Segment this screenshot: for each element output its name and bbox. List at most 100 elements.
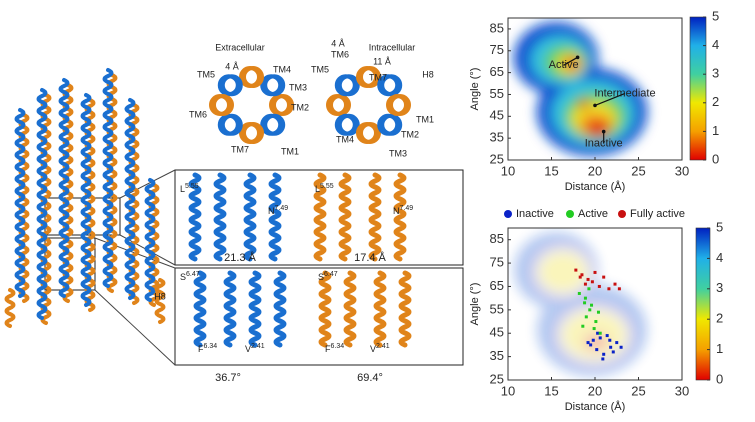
residue-name: V — [245, 344, 251, 354]
residue-label: V2.41 — [245, 343, 265, 355]
x-tick-label: 20 — [588, 383, 602, 398]
point — [574, 268, 578, 272]
helix-end — [326, 94, 348, 116]
residue-label: L5.55 — [315, 183, 334, 195]
helix-end — [212, 94, 234, 116]
point — [593, 270, 597, 274]
label: 21.3 Å — [224, 251, 256, 264]
x-tick-label: 15 — [544, 163, 558, 178]
residue-number: 6.47 — [324, 271, 338, 278]
annotation-arrow — [563, 56, 578, 66]
residue-label: F6.34 — [198, 343, 217, 355]
point — [591, 338, 595, 342]
label: TM2 — [291, 102, 309, 112]
y-tick-label: 65 — [490, 278, 504, 293]
colorbar-tick-label: 2 — [712, 94, 719, 109]
x-tick-label: 25 — [631, 163, 645, 178]
colorbar-tick-label: 0 — [712, 151, 719, 166]
residue-label: S6.47 — [318, 271, 338, 283]
y-tick-label: 85 — [490, 20, 504, 35]
label: TM6 — [189, 109, 207, 119]
helix — [154, 278, 166, 324]
y-tick-label: 35 — [490, 348, 504, 363]
helix — [58, 78, 70, 298]
helix-end — [334, 74, 357, 97]
helix-end — [242, 66, 264, 88]
point — [596, 310, 600, 314]
residue-name: L — [180, 184, 185, 194]
x-tick-label: 15 — [544, 383, 558, 398]
annotation-point — [575, 55, 580, 60]
colorbar-tick-label: 4 — [716, 250, 723, 265]
helix-end — [377, 74, 400, 97]
annotation-point — [601, 129, 606, 134]
point — [598, 331, 602, 335]
point — [596, 331, 600, 335]
y-tick-label: 45 — [490, 108, 504, 123]
helix-end — [242, 122, 264, 144]
point — [586, 277, 590, 281]
legend-marker — [504, 210, 512, 218]
point — [601, 357, 605, 361]
annotation-point — [593, 103, 597, 108]
residue-label: V2.41 — [370, 343, 390, 355]
annotation: Intermediate — [594, 87, 655, 99]
colorbar — [695, 227, 711, 381]
helix-end — [263, 113, 286, 136]
colorbar-tick-label: 3 — [716, 280, 723, 295]
helix — [188, 172, 202, 262]
x-tick-label: 10 — [501, 163, 515, 178]
label: H8 — [154, 291, 166, 301]
point — [583, 296, 587, 300]
residue-name: N — [393, 206, 400, 216]
label: TM7 — [231, 144, 249, 154]
helix — [373, 270, 387, 348]
colorbar-tick-label: 4 — [712, 37, 719, 52]
point — [619, 345, 623, 349]
helix — [313, 172, 327, 262]
colorbar-tick-label: 5 — [712, 8, 719, 23]
legend-label: Active — [578, 208, 608, 220]
label: 36.7° — [215, 372, 241, 384]
point — [589, 343, 593, 347]
point — [595, 348, 599, 352]
point — [592, 327, 596, 331]
colorbar-tick-label: 3 — [712, 66, 719, 81]
label: Intracellular — [369, 42, 416, 52]
point — [581, 324, 585, 328]
helix — [223, 270, 237, 348]
point — [587, 287, 591, 291]
y-tick-label: 85 — [490, 231, 504, 246]
point — [597, 284, 601, 288]
colorbar — [689, 16, 707, 161]
label: TM6 — [331, 49, 349, 59]
energy-landscape-faint — [514, 232, 647, 376]
helix — [124, 98, 136, 300]
y-axis-label: Angle (°) — [469, 68, 481, 111]
residue-name: N — [268, 206, 275, 216]
helix — [14, 108, 26, 298]
label: TM7 — [369, 72, 387, 82]
label: 4 Å — [225, 61, 239, 71]
x-tick-label: 20 — [588, 163, 602, 178]
colorbar-tick-label: 0 — [716, 371, 723, 386]
point — [611, 350, 615, 354]
legend-marker — [618, 210, 626, 218]
point — [608, 338, 612, 342]
x-tick-label: 10 — [501, 383, 515, 398]
x-axis-label: Distance (Å) — [565, 400, 626, 413]
residue-number: 7.49 — [275, 205, 289, 212]
label: TM4 — [273, 64, 291, 74]
zoom-line — [119, 169, 176, 199]
residue-name: F — [325, 344, 331, 354]
residue-number: 5.55 — [320, 183, 334, 190]
y-tick-label: 55 — [490, 86, 504, 101]
y-tick-label: 25 — [490, 151, 504, 166]
y-tick-label: 75 — [490, 255, 504, 270]
colorbar-tick-label: 2 — [716, 311, 723, 326]
helix-end — [386, 94, 408, 116]
point — [617, 287, 621, 291]
point — [583, 282, 587, 286]
helix — [213, 172, 227, 262]
y-tick-label: 25 — [490, 371, 504, 386]
